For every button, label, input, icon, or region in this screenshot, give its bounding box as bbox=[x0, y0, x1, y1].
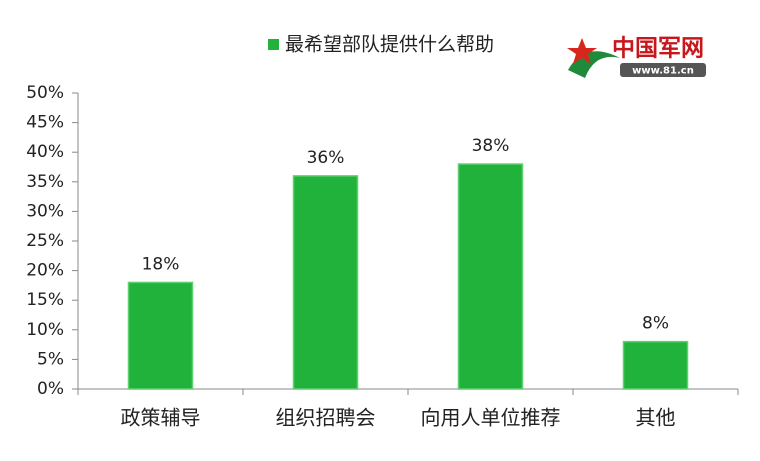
x-tick-label: 向用人单位推荐 bbox=[421, 406, 561, 430]
bar bbox=[622, 340, 689, 390]
y-tick-label: 5% bbox=[37, 349, 64, 369]
logo-star bbox=[567, 38, 597, 64]
logo-url-bg bbox=[620, 63, 706, 77]
y-tick-label: 35% bbox=[26, 172, 64, 192]
y-tick-label: 20% bbox=[26, 261, 64, 281]
value-label: 18% bbox=[142, 254, 180, 274]
y-tick-label: 50% bbox=[26, 83, 64, 103]
logo: 中国军网 www.81.cn bbox=[567, 36, 706, 78]
logo-url: www.81.cn bbox=[632, 66, 694, 77]
value-label: 36% bbox=[307, 148, 345, 168]
logo-text: 中国军网 bbox=[612, 36, 704, 62]
y-tick-label: 30% bbox=[26, 201, 64, 221]
legend-swatch bbox=[268, 39, 279, 50]
x-tick-label: 组织招聘会 bbox=[276, 406, 376, 430]
y-tick-label: 10% bbox=[26, 320, 64, 340]
x-tick-label: 政策辅导 bbox=[121, 406, 201, 430]
y-tick-label: 40% bbox=[26, 142, 64, 162]
bar bbox=[457, 163, 524, 390]
x-tick-label: 其他 bbox=[636, 406, 676, 430]
bar bbox=[292, 175, 359, 390]
y-tick-label: 0% bbox=[37, 379, 64, 399]
y-tick-label: 25% bbox=[26, 231, 64, 251]
legend-label: 最希望部队提供什么帮助 bbox=[285, 34, 494, 56]
value-label: 38% bbox=[472, 136, 510, 156]
y-tick-label: 15% bbox=[26, 290, 64, 310]
y-tick-label: 45% bbox=[26, 113, 64, 133]
value-label: 8% bbox=[642, 314, 669, 334]
bar bbox=[127, 281, 194, 390]
